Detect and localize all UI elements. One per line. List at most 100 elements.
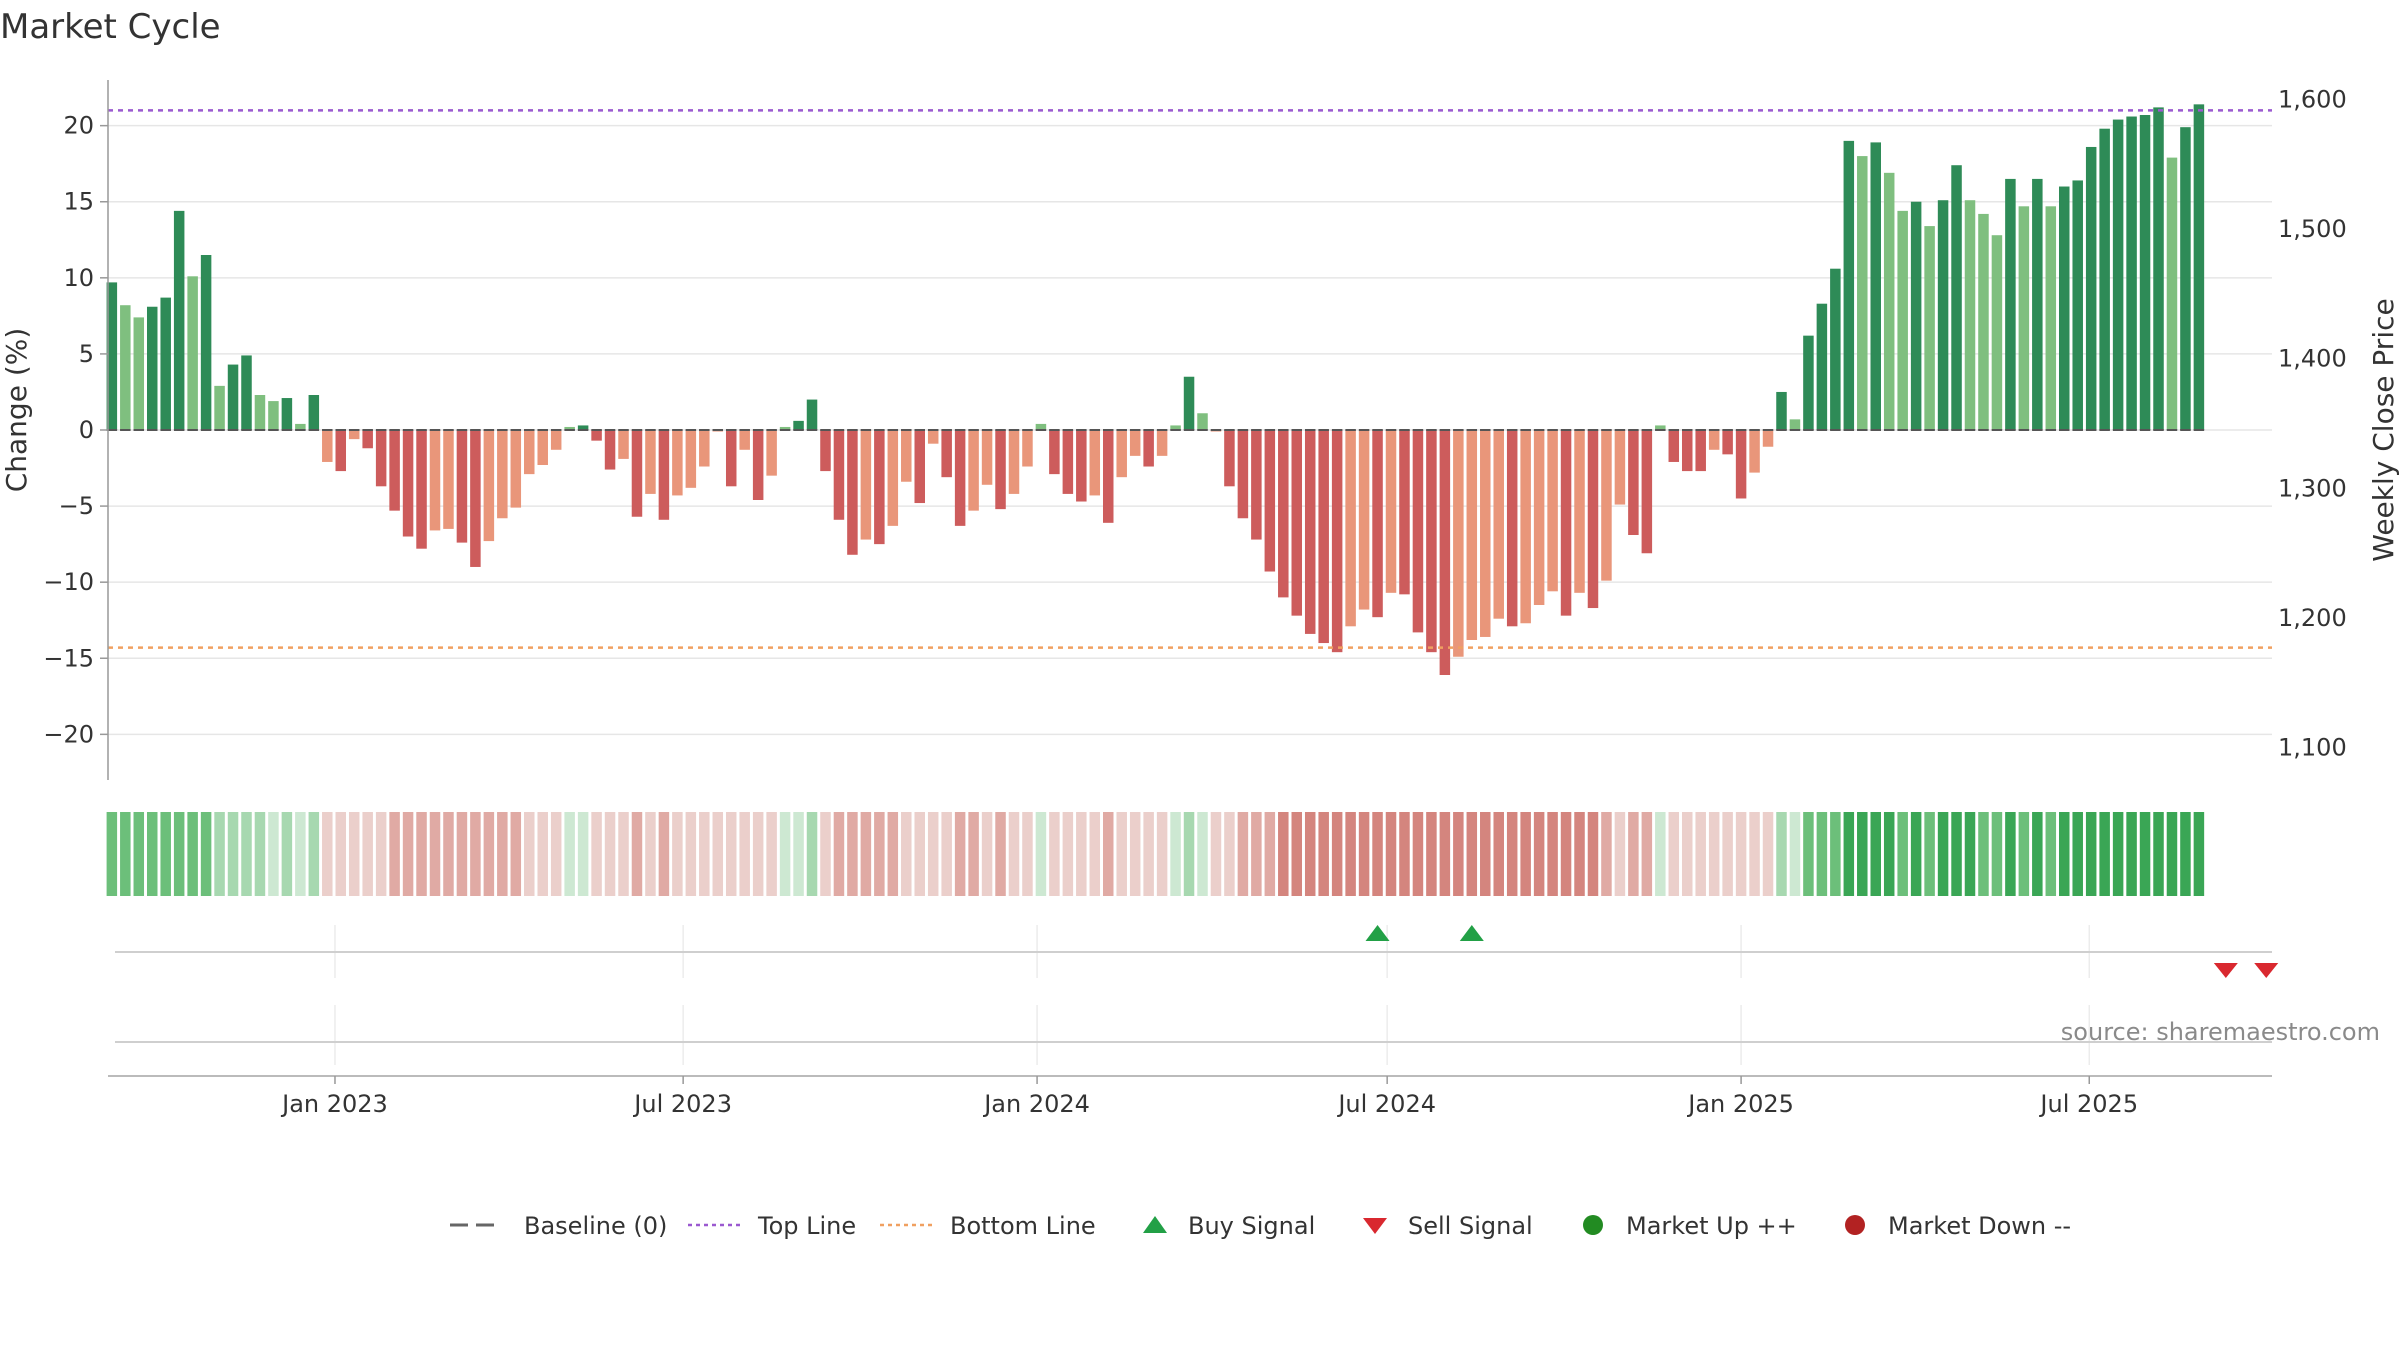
x-tick-label: Jan 2025 [1686,1090,1794,1118]
bar [631,430,643,517]
strip-cell [335,812,347,896]
bar [1076,430,1087,502]
bar [241,355,252,430]
strip-cell [1116,812,1127,896]
bar [1318,430,1329,644]
strip-cell [874,812,885,896]
strip-cell [941,812,952,896]
x-tick-label: Jan 2024 [982,1090,1090,1118]
sell-signal-marker [2254,963,2279,978]
strip-cell [120,812,131,896]
bar [1278,430,1289,598]
strip-cell [1412,812,1424,896]
bar [1453,430,1464,657]
legend-label: Sell Signal [1408,1212,1533,1240]
strip-cell [1991,812,2003,896]
bar [537,430,548,465]
strip-cell [779,812,791,896]
bar [1789,419,1801,430]
strip-cell [712,812,724,896]
strip-cell [1480,812,1491,896]
legend-item: Market Up ++ [1583,1212,1797,1240]
bar [133,317,145,430]
bar [1924,226,1935,430]
strip-cell [1587,812,1599,896]
strip-cell [658,812,670,896]
legend-item: Sell Signal [1363,1212,1533,1240]
bar [187,276,198,430]
strip-cell [2112,812,2124,896]
bar [860,430,872,540]
strip-cell [793,812,804,896]
bar [1762,430,1774,447]
bar [1143,430,1154,467]
bar [793,420,804,430]
strip-cell [1129,812,1141,896]
bar [1708,430,1720,450]
strip-cell [914,812,925,896]
bar [1655,425,1666,430]
x-axis: Jan 2023 Jul 2023 Jan 2024 Jul 2024 Jan 2025… [108,1075,2272,1118]
strip-cell [2099,812,2110,896]
strip-cell [1385,812,1397,896]
strip-cell [1735,812,1747,896]
bar [1049,430,1060,475]
strip-cell [133,812,145,896]
strip-cell [2072,812,2083,896]
bar [227,364,239,430]
x-tick-label: Jan 2023 [280,1090,388,1118]
strip-cell [1008,812,1020,896]
bar [2153,107,2164,431]
bar [1803,335,1814,430]
strip-cell [456,812,468,896]
strip-cell [1978,812,1989,896]
y-tick-label: 5 [79,340,94,368]
strip-cell [1937,812,1949,896]
bar [470,430,481,567]
bar [2139,115,2151,430]
bar [1547,430,1558,592]
bar [1722,430,1733,455]
strip-cell [1089,812,1101,896]
bar [1062,430,1074,494]
bar [1681,430,1693,472]
bar [766,430,777,476]
legend-label: Market Down -- [1888,1212,2071,1240]
bar [1937,200,1949,430]
strip-cell [645,812,656,896]
strip-cell [214,812,225,896]
bar [1358,430,1370,610]
bar [1035,423,1047,430]
bar [1816,303,1828,430]
bar [1008,430,1020,494]
strip-cell [443,812,454,896]
strip-cell [1210,812,1222,896]
y-tick-label: −20 [43,720,94,748]
strip-cell [1910,812,1922,896]
bar [658,430,670,520]
bar [389,430,400,511]
strip-cell [2018,812,2030,896]
strip-cell [375,812,387,896]
strip-cell [1291,812,1303,896]
bars [106,104,2205,675]
strip-cell [1830,812,1841,896]
strip-cell [1601,812,1612,896]
strip-cell [2193,812,2205,896]
bar [1439,430,1451,675]
strip-cell [1318,812,1329,896]
bar [362,430,373,449]
bar [2112,119,2124,430]
y-tick-label: 10 [63,264,94,292]
legend-label: Baseline (0) [524,1212,667,1240]
strip-cell [1372,812,1383,896]
bar [1951,165,1962,430]
y2-tick-label: 1,300 [2278,474,2347,502]
legend-swatch [1583,1215,1603,1235]
strip-cell [1102,812,1114,896]
bar [1843,140,1855,430]
strip-cell [1681,812,1693,896]
strip-cell [901,812,912,896]
bar [106,282,118,430]
axes: 20 15 10 5 0 −5 −10 −15 −20 1,600 1,500 1,400 1,300 1… [43,80,2347,780]
